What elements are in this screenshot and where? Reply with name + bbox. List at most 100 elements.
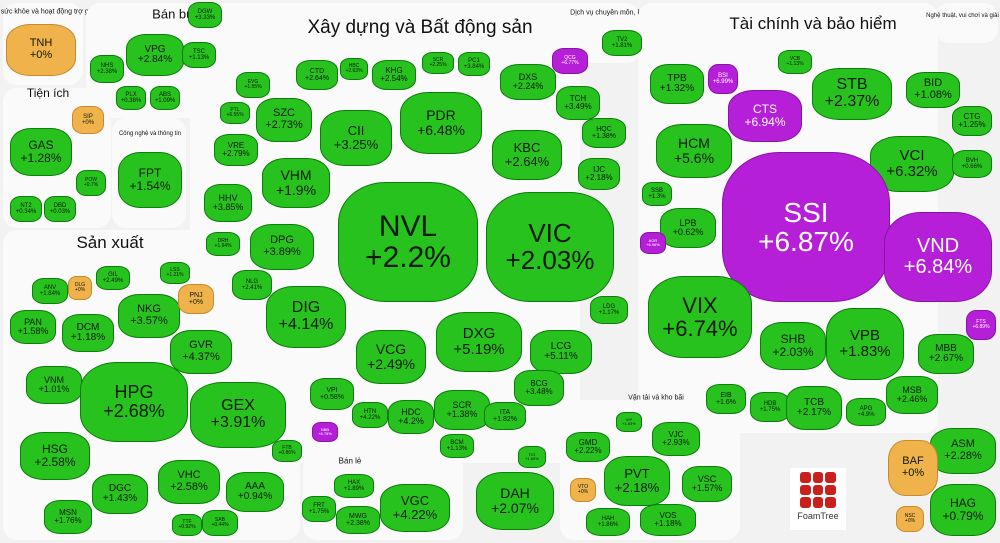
- stock-cell[interactable]: SHB +2.03%: [760, 322, 826, 370]
- stock-cell[interactable]: HPG +2.68%: [80, 362, 188, 442]
- stock-cell[interactable]: DAH +2.07%: [476, 472, 554, 530]
- stock-cell[interactable]: FPT +1.54%: [118, 152, 182, 208]
- stock-cell[interactable]: TCB +2.17%: [786, 386, 842, 430]
- stock-cell[interactable]: NVL +2.2%: [338, 182, 478, 302]
- stock-cell[interactable]: AGR +6.96%: [640, 232, 666, 254]
- stock-cell[interactable]: VCG +2.49%: [356, 330, 426, 384]
- stock-cell[interactable]: MWG +2.38%: [336, 506, 380, 534]
- stock-cell[interactable]: TCH +3.49%: [556, 86, 600, 120]
- stock-cell[interactable]: VHM +1.9%: [262, 158, 330, 208]
- stock-cell[interactable]: MSN +1.76%: [44, 500, 92, 534]
- stock-cell[interactable]: TTF +0.92%: [172, 514, 202, 536]
- stock-cell[interactable]: BID +1.08%: [906, 72, 960, 108]
- stock-cell[interactable]: HQC +1.38%: [582, 118, 626, 148]
- stock-cell[interactable]: HSG +2.58%: [20, 432, 90, 480]
- stock-cell[interactable]: VPB +1.83%: [826, 308, 904, 380]
- stock-cell[interactable]: GMD +2.22%: [566, 432, 610, 462]
- stock-cell[interactable]: PC1 +3.84%: [458, 52, 490, 76]
- stock-cell[interactable]: GIL +2.49%: [96, 266, 130, 290]
- stock-cell[interactable]: DLG +0%: [68, 276, 92, 300]
- stock-cell[interactable]: ASM +2.28%: [930, 428, 996, 474]
- stock-cell[interactable]: STB +2.37%: [812, 68, 892, 120]
- stock-cell[interactable]: HAH +1.86%: [586, 508, 630, 536]
- stock-cell[interactable]: HBC +2.63%: [340, 58, 368, 80]
- stock-cell[interactable]: ABS +1.09%: [150, 86, 180, 110]
- stock-cell[interactable]: HAX +1.89%: [334, 474, 374, 498]
- stock-cell[interactable]: SZC +2.73%: [256, 98, 312, 142]
- stock-cell[interactable]: ANV +1.84%: [32, 278, 68, 304]
- stock-cell[interactable]: HDB +1.75%: [750, 392, 790, 422]
- stock-cell[interactable]: VSC +1.57%: [682, 466, 732, 502]
- stock-cell[interactable]: TNH +0%: [6, 24, 76, 76]
- stock-cell[interactable]: VRE +2.79%: [214, 134, 258, 166]
- stock-cell[interactable]: VNM +1.01%: [26, 366, 82, 404]
- stock-cell[interactable]: PDR +6.48%: [400, 92, 482, 154]
- stock-cell[interactable]: POW +0.7%: [76, 170, 106, 196]
- stock-cell[interactable]: VPG +2.84%: [126, 34, 184, 76]
- stock-cell[interactable]: HHV +3.85%: [204, 184, 252, 222]
- stock-cell[interactable]: VTO +0%: [570, 478, 596, 502]
- stock-cell[interactable]: EVG +1.55%: [236, 72, 270, 98]
- stock-cell[interactable]: CTD +2.64%: [296, 60, 338, 90]
- stock-cell[interactable]: PNJ +0%: [178, 284, 214, 314]
- stock-cell[interactable]: DGW +3.33%: [188, 2, 222, 28]
- stock-cell[interactable]: KBC +2.64%: [492, 130, 562, 180]
- stock-cell[interactable]: APG +4.9%: [846, 398, 886, 426]
- stock-cell[interactable]: DGC +1.43%: [92, 474, 148, 514]
- stock-cell[interactable]: DBD +0.03%: [44, 196, 76, 222]
- stock-cell[interactable]: NLG +2.41%: [232, 270, 272, 300]
- stock-cell[interactable]: VJC +2.93%: [652, 422, 700, 456]
- stock-cell[interactable]: VHC +2.58%: [158, 460, 220, 504]
- stock-cell[interactable]: CTS +6.94%: [728, 90, 802, 142]
- stock-cell[interactable]: BCG +3.48%: [514, 370, 564, 406]
- stock-cell[interactable]: NBB +6.75%: [312, 422, 338, 442]
- stock-cell[interactable]: DXS +2.24%: [500, 64, 556, 100]
- stock-cell[interactable]: DPG +3.89%: [250, 224, 314, 270]
- stock-cell[interactable]: MSB +2.46%: [886, 376, 938, 414]
- stock-cell[interactable]: TSC +1.13%: [182, 42, 216, 68]
- stock-cell[interactable]: TV2 +1.81%: [602, 30, 642, 56]
- stock-cell[interactable]: LDG +1.17%: [590, 296, 628, 324]
- stock-cell[interactable]: SAB +0.44%: [202, 510, 238, 536]
- stock-cell[interactable]: CII +3.25%: [320, 110, 392, 166]
- stock-cell[interactable]: VGC +4.22%: [380, 484, 450, 532]
- stock-cell[interactable]: LCG +5.11%: [530, 330, 592, 374]
- stock-cell[interactable]: VIC +2.03%: [486, 192, 614, 302]
- stock-cell[interactable]: HAG +0.79%: [930, 484, 996, 536]
- stock-cell[interactable]: GVR +4.37%: [170, 330, 232, 374]
- stock-cell[interactable]: NHS +2.38%: [90, 55, 124, 83]
- stock-cell[interactable]: VIP +1.63%: [616, 412, 642, 432]
- stock-cell[interactable]: HDC +4.2%: [388, 400, 434, 434]
- stock-cell[interactable]: SIP +0%: [72, 106, 104, 134]
- stock-cell[interactable]: VPI +0.58%: [310, 378, 354, 410]
- stock-cell[interactable]: PTL +6.55%: [220, 102, 250, 124]
- stock-cell[interactable]: CTG +1.25%: [952, 106, 992, 136]
- stock-cell[interactable]: VIX +6.74%: [648, 276, 752, 358]
- stock-cell[interactable]: DRH +1.94%: [206, 232, 240, 256]
- stock-cell[interactable]: BVH +0.66%: [952, 150, 992, 178]
- stock-cell[interactable]: FRT +1.75%: [302, 496, 336, 522]
- stock-cell[interactable]: HCM +5.6%: [656, 124, 732, 178]
- stock-cell[interactable]: DIG +4.14%: [266, 286, 346, 348]
- stock-cell[interactable]: TIG +1.69%: [518, 446, 546, 468]
- stock-cell[interactable]: HTN +4.22%: [352, 402, 388, 428]
- stock-cell[interactable]: NSC +0%: [896, 506, 924, 532]
- stock-cell[interactable]: PVT +2.18%: [604, 456, 670, 506]
- stock-cell[interactable]: SCR +2.25%: [422, 52, 454, 74]
- stock-cell[interactable]: QCG +6.77%: [552, 48, 588, 74]
- stock-cell[interactable]: VOS +1.18%: [640, 504, 696, 536]
- stock-cell[interactable]: SCR +1.38%: [434, 390, 490, 430]
- stock-cell[interactable]: PLX +0.38%: [116, 86, 146, 110]
- stock-cell[interactable]: FTS +6.89%: [966, 310, 996, 340]
- stock-cell[interactable]: LPB +0.62%: [660, 208, 716, 248]
- stock-cell[interactable]: BSI +6.99%: [708, 64, 738, 94]
- stock-cell[interactable]: VND +6.84%: [884, 212, 992, 302]
- stock-cell[interactable]: LSS +1.21%: [160, 262, 190, 284]
- stock-cell[interactable]: FTB +0.86%: [272, 440, 302, 462]
- stock-cell[interactable]: GAS +1.28%: [10, 128, 72, 176]
- stock-cell[interactable]: SSB +1.3%: [642, 182, 672, 206]
- stock-cell[interactable]: GEX +3.91%: [190, 382, 286, 448]
- stock-cell[interactable]: EIB +1.6%: [706, 384, 746, 414]
- stock-cell[interactable]: MBB +2.67%: [918, 334, 974, 374]
- stock-cell[interactable]: NT2 +0.34%: [10, 196, 42, 222]
